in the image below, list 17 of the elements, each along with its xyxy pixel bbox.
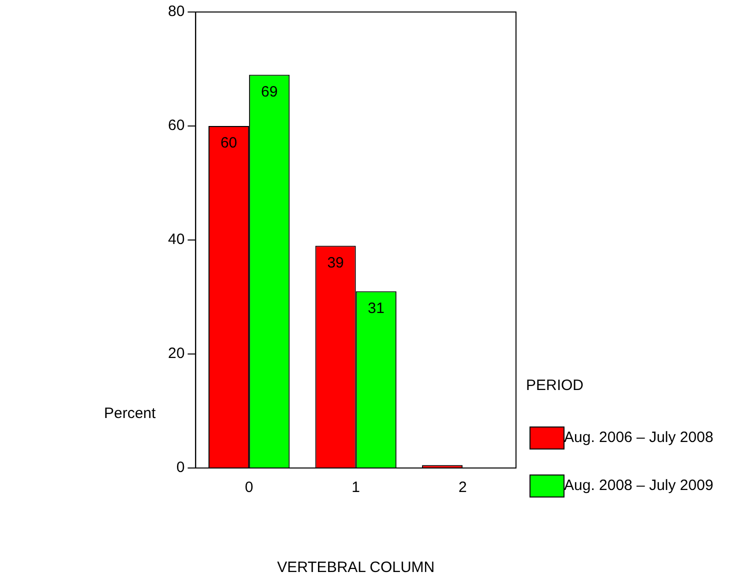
legend-label: Aug. 2006 – July 2008: [564, 429, 714, 446]
y-tick-label: 80: [168, 3, 185, 20]
legend-label: Aug. 2008 – July 2009: [564, 477, 714, 494]
data-label: 69: [261, 83, 278, 100]
x-tick-label: 1: [352, 479, 360, 496]
data-label: 60: [220, 134, 238, 152]
y-tick-label: 0: [176, 459, 185, 476]
data-label: 39: [327, 254, 344, 272]
y-tick-label: 40: [168, 231, 185, 248]
x-tick-label: 0: [244, 479, 254, 496]
x-tick-label: 2: [458, 479, 467, 496]
legend-title: PERIOD: [526, 377, 584, 394]
data-label: 31: [368, 300, 384, 317]
y-tick-label: 20: [168, 345, 185, 362]
y-axis-title: Percent: [104, 405, 157, 422]
x-axis-title: VERTEBRAL COLUMN: [277, 559, 435, 576]
y-tick-label: 60: [168, 117, 185, 134]
